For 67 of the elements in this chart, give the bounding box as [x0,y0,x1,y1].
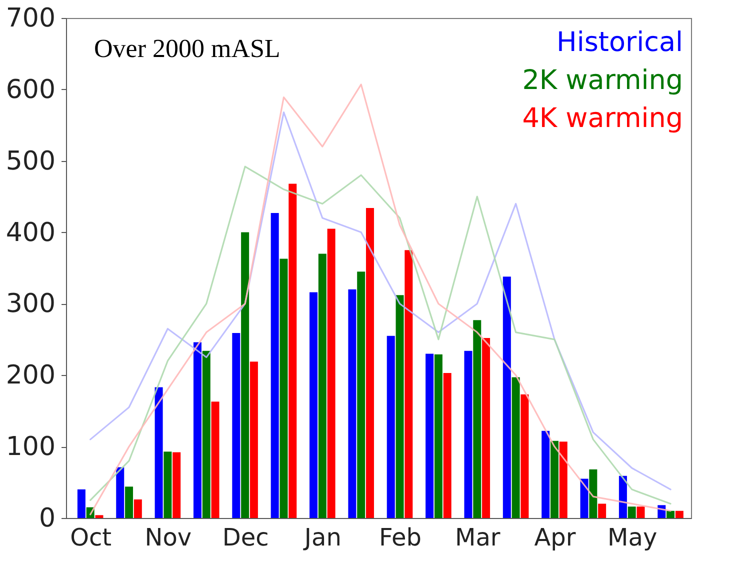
bar [598,504,606,518]
bar [502,276,511,518]
bar [580,478,588,518]
bar [164,452,172,518]
bar [520,394,529,518]
bar [628,506,636,518]
text: 2K warming [522,65,683,96]
bar [542,430,550,518]
bar [636,506,645,518]
bar [550,440,558,518]
bar [193,342,202,518]
bar [618,476,627,518]
bar [318,254,326,518]
bar [95,515,104,518]
bar [202,350,210,518]
x-tick-label: Oct [70,524,112,552]
y-tick-label: 200 [6,360,56,391]
bar [559,442,568,518]
x-tick-label: Dec [222,524,269,552]
bar [434,354,442,518]
bar [250,362,258,518]
text: 4K warming [522,103,683,134]
text: Historical [556,27,683,58]
line-series [90,166,672,505]
bar [270,213,279,518]
bar [310,292,318,518]
y-tick-label: 500 [6,146,56,176]
bar [404,250,413,518]
bar [386,336,395,518]
bar [443,373,452,518]
bar [172,452,181,518]
x-tick-label: Apr [534,524,576,552]
bar [211,402,220,518]
y-tick-label: 0 [38,504,56,534]
bar [666,510,675,518]
bar [464,350,472,518]
bar [357,272,366,518]
x-tick-label: Feb [379,524,422,552]
y-tick-label: 700 [6,4,56,34]
y-tick-label: 400 [6,218,56,248]
y-tick-label: 300 [6,289,56,320]
x-tick-label: Nov [144,524,192,552]
bar [232,333,240,518]
bar [512,377,520,518]
bar [77,489,86,518]
bar [366,208,374,518]
bar [280,258,288,518]
bar [241,232,250,518]
bar [675,510,684,518]
bar [288,184,297,518]
x-tick-label: Mar [454,524,500,552]
x-tick-label: May [608,524,658,552]
bar [589,469,598,518]
x-tick-label: Jan [302,524,342,552]
annotation: Over 2000 mASL [94,34,280,63]
y-tick-label: 600 [6,74,56,105]
bar [396,295,404,518]
bar [482,338,490,518]
bar [116,467,124,518]
bar [426,354,434,518]
bar [473,320,482,518]
bar [348,289,356,518]
y-tick-label: 100 [6,432,56,462]
bar [134,499,142,518]
bar [327,228,336,518]
bar [125,486,134,518]
bar [154,387,163,518]
